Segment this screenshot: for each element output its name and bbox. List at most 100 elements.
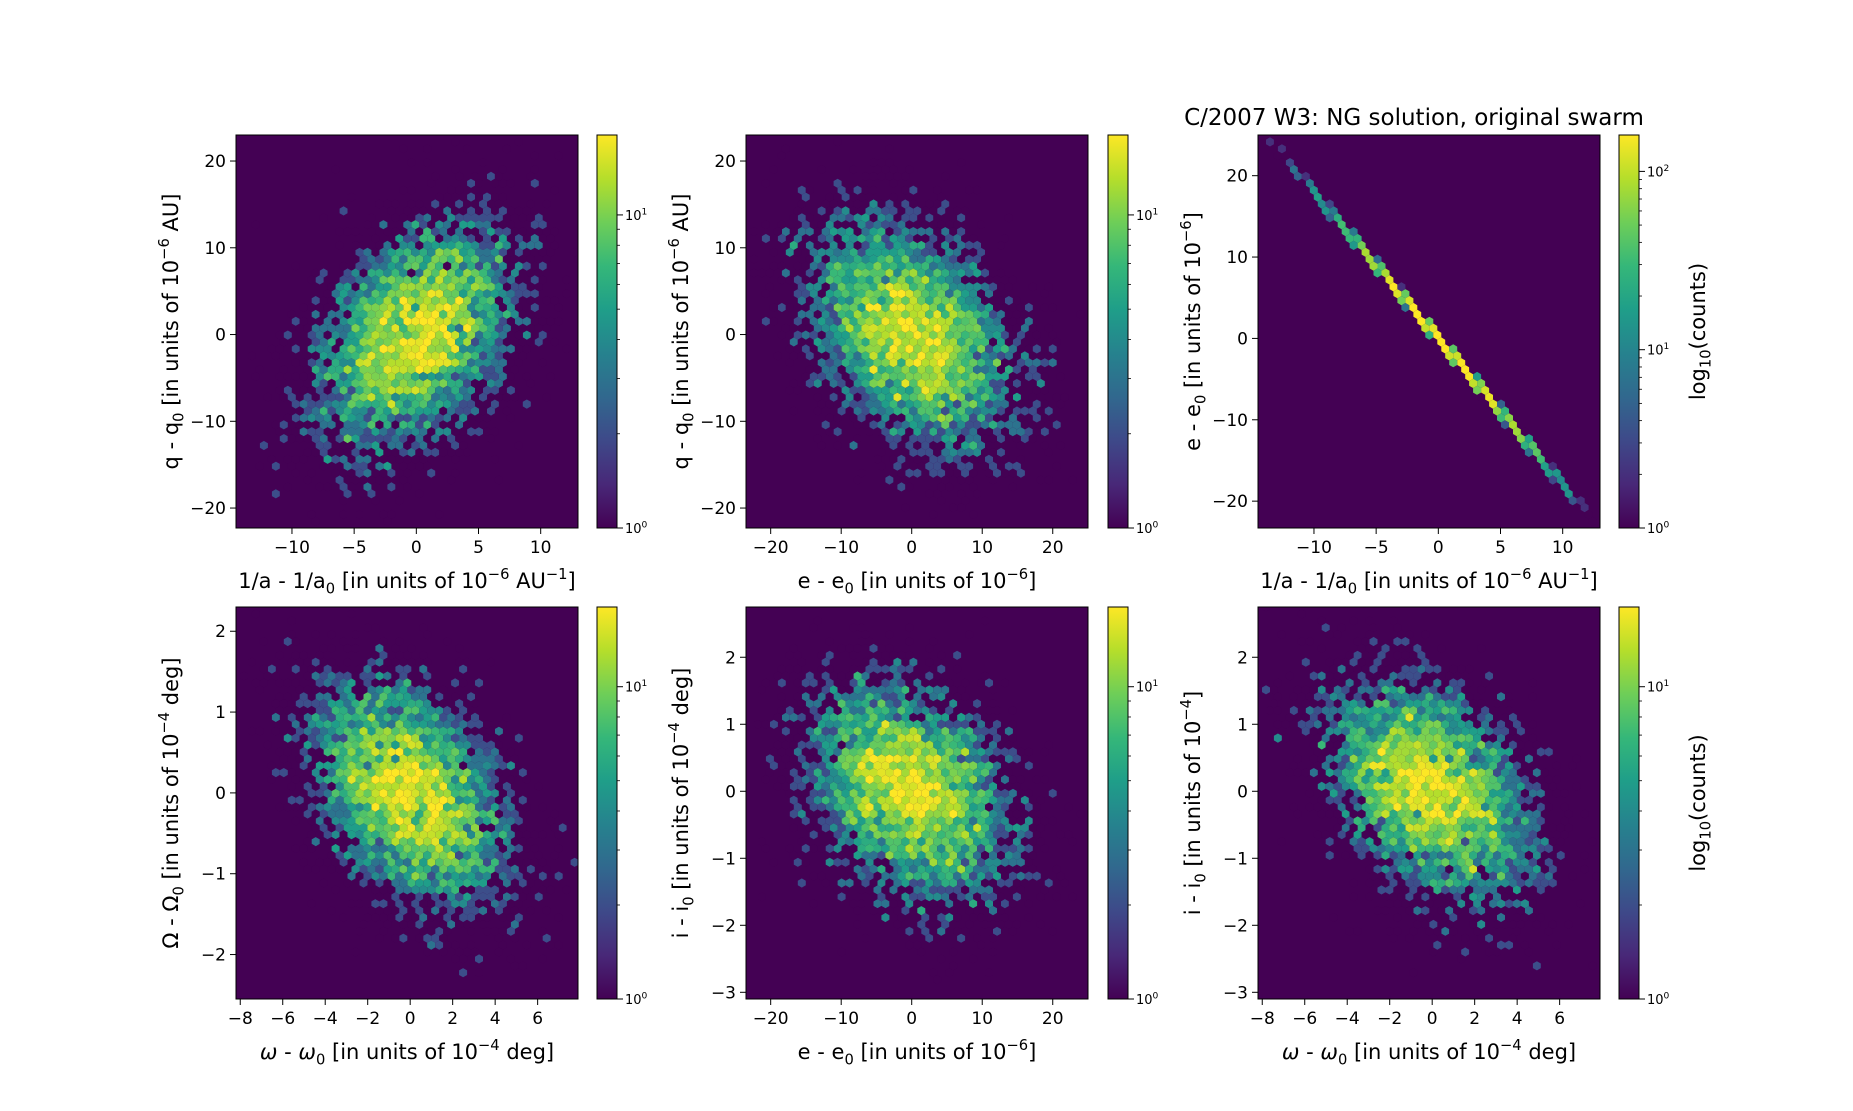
hexbin-cell [917,712,926,722]
hexbin-cell [817,843,826,854]
hexbin-cell [789,643,798,653]
hexbin-cell [419,330,428,340]
hexbin-cell [479,378,487,388]
hexbin-cell [423,947,432,957]
hexbin-cell [921,926,930,936]
colorbar: 100​101​ [1107,134,1159,537]
hexbin-cell [1461,809,1470,819]
hexbin-cell [873,733,882,743]
hexbin-cell [375,795,384,805]
hexbin-cell [514,247,523,257]
hexbin-cell [1429,823,1438,833]
hexbin-cell [487,365,495,375]
x-tick: 5 [1495,528,1506,558]
hexbin-cell [865,275,874,285]
hexbin-cell [471,726,479,736]
hexbin-cell [869,850,878,860]
hexbin-cell [877,892,886,902]
hexbin-cell [1433,926,1442,936]
hexbin-cell [989,434,997,444]
hexbin-cell [1481,774,1490,785]
hexbin-cell [897,385,906,395]
hexbin-cell [769,261,778,271]
hexbin-cell [917,892,926,902]
hexbin-cell [925,657,934,667]
hexbin-cell [1461,864,1470,874]
hexbin-cell [869,823,878,833]
hexbin-cell [506,344,515,354]
hexbin-cell [805,323,814,333]
hexbin-cell [869,878,878,888]
hexbin-cell [893,685,902,695]
hexbin-cell [371,399,380,409]
hexbin-cell [411,344,420,354]
hexbin-cell [375,685,384,695]
hexbin-cell [865,261,874,271]
hexbin-cell [813,296,822,306]
hexbin-cell [841,719,850,729]
hexbin-cell [335,740,344,750]
hexbin-cell [961,358,970,368]
hexbin-cell [845,240,854,250]
hexbin-cell [463,323,471,333]
hexbin-cell [989,795,997,805]
hexbin-cell [391,795,400,805]
y-tick: 10 [1226,248,1258,268]
hexbin-cell [949,699,958,709]
hexbin-cell [1505,816,1513,826]
hexbin-cell [411,816,420,826]
hexbin-cell [1016,816,1025,826]
hexbin-cell [877,837,886,847]
hexbin-cell [335,712,344,722]
hexbin-cell [877,406,886,416]
hexbin-cell [431,726,440,736]
hexbin-cell [913,275,922,285]
hexbin-cell [989,919,997,929]
hexbin-cell [375,296,384,306]
hexbin-cell [993,316,1001,326]
hexbin-cell [383,754,392,764]
hexbin-cell [973,850,981,860]
hexbin-cell [494,726,503,736]
hexbin-cell [1329,206,1338,216]
hexbin-cell [343,712,352,722]
hexbin-cell [451,233,460,244]
hexbin-cell [291,678,300,688]
hexbin-cell [901,378,910,388]
hexbin-cell [985,289,993,299]
hexbin-cell [1040,816,1049,826]
hexbin-cell [1421,726,1430,736]
hexbin-cell [1425,761,1434,771]
hexbin-cell [439,337,448,347]
hexbin-cell [909,447,918,457]
hexbin-cell [1580,503,1589,513]
hexbin-cell [267,774,276,785]
hexbin-cell [395,899,404,909]
hexbin-cell [861,685,870,695]
hexbin-cell [781,781,790,791]
hexbin-cell [467,289,475,299]
hexbin-cell [933,809,942,819]
hexbin-cell [303,365,312,375]
hexbin-cell [805,754,814,764]
hexbin-cell [893,434,902,444]
hexbin-cell [877,254,886,264]
hexbin-cell [865,247,874,257]
hexbin-cell [965,365,974,375]
hexbin-cell [789,795,798,805]
hexbin-cell [1357,754,1366,764]
hexbin-cell [371,650,380,660]
hexbin-cell [1433,830,1442,840]
hexbin-cell [825,206,834,216]
hexbin-cell [383,726,392,736]
hexbin-cell [307,761,316,771]
hexbin-cell [957,392,966,402]
hexbin-cell [989,906,997,916]
hexbin-cell [483,247,491,257]
hexbin-cell [789,781,798,791]
hexbin-cell [961,440,970,451]
hexbin-cell [379,664,388,674]
hexbin-cell [395,261,404,271]
hexbin-cell [1044,406,1053,416]
